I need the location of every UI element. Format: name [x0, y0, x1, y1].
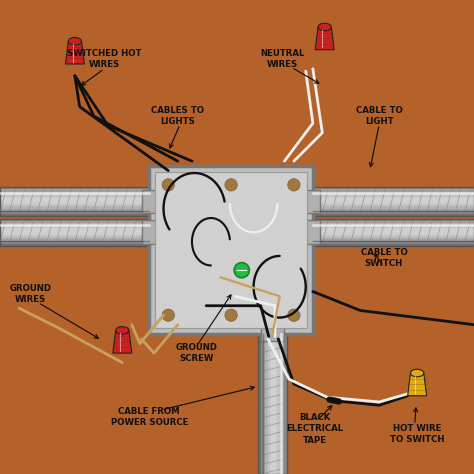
- Bar: [0, 230, 149, 232]
- Text: NEUTRAL
WIRES: NEUTRAL WIRES: [260, 49, 304, 69]
- Bar: [0, 189, 149, 191]
- Bar: [0, 226, 149, 228]
- Polygon shape: [113, 330, 132, 353]
- Bar: [313, 197, 474, 199]
- Bar: [313, 191, 474, 194]
- Bar: [0, 228, 149, 230]
- Bar: [0, 219, 149, 246]
- Bar: [313, 235, 474, 237]
- Bar: [313, 219, 474, 221]
- Bar: [313, 204, 474, 206]
- Bar: [306, 220, 320, 244]
- Text: BLACK
ELECTRICAL
TAPE: BLACK ELECTRICAL TAPE: [287, 413, 344, 445]
- Bar: [0, 239, 149, 241]
- Ellipse shape: [318, 23, 331, 31]
- Bar: [313, 209, 474, 211]
- Ellipse shape: [116, 327, 129, 334]
- Bar: [313, 219, 474, 246]
- Bar: [261, 334, 263, 474]
- Bar: [258, 334, 261, 474]
- Polygon shape: [65, 41, 84, 64]
- Bar: [0, 235, 149, 237]
- Bar: [273, 334, 275, 474]
- Text: CABLE TO
SWITCH: CABLE TO SWITCH: [361, 248, 407, 268]
- Bar: [0, 204, 149, 206]
- Bar: [313, 187, 474, 189]
- Bar: [142, 190, 156, 213]
- Bar: [0, 199, 149, 201]
- Bar: [313, 199, 474, 201]
- Bar: [313, 194, 474, 197]
- Text: SWITCHED HOT
WIRES: SWITCHED HOT WIRES: [67, 49, 142, 69]
- Bar: [0, 197, 149, 199]
- Bar: [0, 232, 149, 235]
- Bar: [258, 334, 287, 474]
- Polygon shape: [315, 27, 334, 50]
- Bar: [0, 206, 149, 209]
- Bar: [261, 327, 284, 341]
- Bar: [306, 190, 320, 213]
- Bar: [313, 201, 474, 204]
- Text: CABLE TO
LIGHT: CABLE TO LIGHT: [356, 106, 402, 126]
- Bar: [277, 334, 280, 474]
- Polygon shape: [408, 373, 427, 396]
- Text: HOT WIRE
TO SWITCH: HOT WIRE TO SWITCH: [390, 424, 444, 444]
- Bar: [313, 214, 474, 216]
- Bar: [0, 187, 149, 216]
- Bar: [142, 220, 156, 244]
- Circle shape: [225, 179, 237, 191]
- Bar: [313, 241, 474, 244]
- Bar: [0, 219, 149, 221]
- Circle shape: [234, 263, 249, 278]
- Bar: [270, 334, 273, 474]
- Bar: [313, 223, 474, 226]
- Bar: [313, 221, 474, 223]
- Bar: [149, 166, 313, 334]
- Bar: [0, 187, 149, 189]
- Bar: [313, 211, 474, 214]
- Bar: [0, 209, 149, 211]
- Bar: [155, 172, 307, 328]
- Text: GROUND
WIRES: GROUND WIRES: [10, 284, 52, 304]
- Bar: [313, 226, 474, 228]
- Ellipse shape: [410, 369, 424, 377]
- Bar: [0, 237, 149, 239]
- Circle shape: [225, 309, 237, 321]
- Bar: [313, 230, 474, 232]
- Ellipse shape: [68, 37, 82, 45]
- Bar: [0, 241, 149, 244]
- Bar: [0, 244, 149, 246]
- Bar: [268, 334, 270, 474]
- Bar: [313, 239, 474, 241]
- Text: CABLES TO
LIGHTS: CABLES TO LIGHTS: [151, 106, 204, 126]
- Bar: [265, 334, 268, 474]
- Bar: [275, 334, 277, 474]
- Bar: [0, 221, 149, 223]
- Bar: [0, 194, 149, 197]
- Bar: [313, 232, 474, 235]
- Bar: [313, 244, 474, 246]
- Bar: [313, 189, 474, 191]
- Bar: [0, 191, 149, 194]
- Text: GROUND
SCREW: GROUND SCREW: [176, 343, 218, 363]
- Circle shape: [162, 179, 174, 191]
- Bar: [0, 211, 149, 214]
- Bar: [0, 214, 149, 216]
- Text: CABLE FROM
POWER SOURCE: CABLE FROM POWER SOURCE: [110, 407, 188, 427]
- Bar: [284, 334, 287, 474]
- Bar: [263, 334, 265, 474]
- Circle shape: [162, 309, 174, 321]
- Bar: [0, 223, 149, 226]
- Bar: [313, 237, 474, 239]
- Bar: [282, 334, 284, 474]
- Bar: [313, 228, 474, 230]
- Circle shape: [288, 309, 300, 321]
- Bar: [313, 187, 474, 216]
- Circle shape: [288, 179, 300, 191]
- Bar: [280, 334, 282, 474]
- Bar: [0, 201, 149, 204]
- Bar: [313, 206, 474, 209]
